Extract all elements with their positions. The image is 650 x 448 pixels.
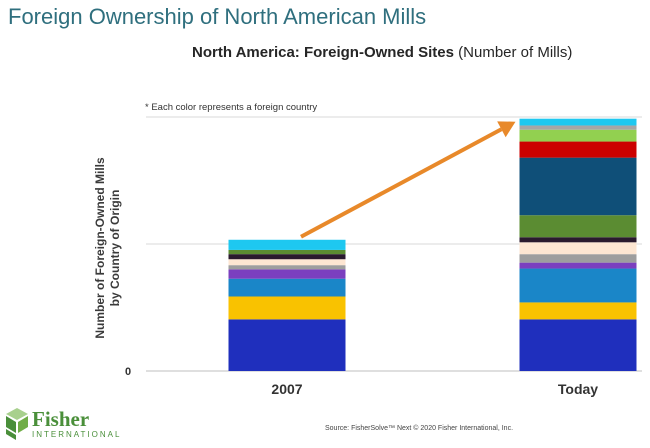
chart-subtitle: North America: Foreign-Owned Sites (Numb… [192, 44, 572, 61]
bar-segment-2007-13 [228, 239, 346, 250]
bar-segment-today-9 [519, 157, 637, 216]
bar-segment-today-12 [519, 125, 637, 130]
bar-segment-2007-4 [228, 269, 346, 279]
page-title: Foreign Ownership of North American Mill… [8, 4, 427, 29]
chart-subtitle-units: (Number of Mills) [453, 44, 573, 61]
bar-segment-2007-6 [228, 259, 346, 266]
bar-segment-today-11 [519, 129, 637, 142]
fisher-logo: Fisher INTERNATIONAL [4, 407, 121, 441]
source-note: Source: FisherSolve™ Next © 2020 Fisher … [325, 425, 514, 432]
bar-segment-2007-3 [228, 278, 346, 297]
chart-subtitle-bold: North America: Foreign-Owned Sites [192, 44, 454, 61]
bar-segment-today-4 [519, 262, 637, 269]
bar-segment-today-1 [519, 319, 637, 371]
x-tick-label-today: Today [557, 381, 599, 397]
bar-segment-2007-7 [228, 254, 346, 260]
bar-segment-2007-5 [228, 265, 346, 270]
bar-segment-today-2 [519, 302, 637, 320]
trend-arrow-head [497, 121, 516, 138]
bar-segment-today-3 [519, 268, 637, 303]
logo-subtitle: INTERNATIONAL [32, 430, 122, 439]
fisher-logo-icon [6, 408, 28, 440]
color-note: * Each color represents a foreign countr… [145, 102, 318, 113]
bar-segment-2007-8 [228, 249, 346, 255]
x-tick-label-2007: 2007 [271, 381, 303, 397]
bar-segment-today-10 [519, 141, 637, 158]
logo-name: Fisher [32, 407, 90, 431]
bar-segment-today-5 [519, 254, 637, 263]
bar-segment-2007-2 [228, 296, 346, 320]
bar-segment-today-8 [519, 215, 637, 238]
bar-segment-today-6 [519, 242, 637, 255]
y-tick-zero: 0 [125, 366, 132, 378]
trend-arrow-line [300, 127, 503, 239]
bar-segment-2007-1 [228, 319, 346, 371]
bar-segment-today-13 [519, 118, 637, 126]
bar-segment-today-7 [519, 237, 637, 243]
